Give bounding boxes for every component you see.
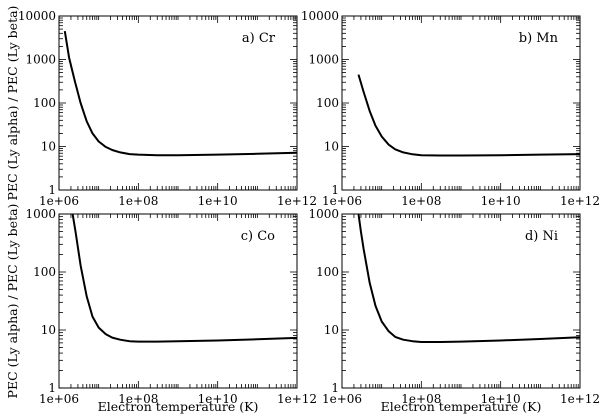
x-tick-label: 1e+12: [560, 392, 600, 406]
x-tick-label: 1e+06: [39, 392, 79, 406]
y-tick-label: 10: [41, 323, 56, 337]
series-line: [63, 30, 297, 157]
x-tick-label: 1e+08: [401, 194, 441, 208]
x-tick-label: 1e+12: [277, 392, 317, 406]
x-tick-label: 1e+12: [560, 194, 600, 208]
panel-2: 1e+06 1e+08 1e+10 1e+12 1 10 100 1000 10000 b) Mn: [301, 9, 600, 208]
x-tick-label: 1e+10: [198, 392, 238, 406]
panel-label: b) Mn: [519, 31, 559, 46]
x-tick-label: 1e+06: [39, 194, 79, 208]
y-tick-label: 1000: [25, 53, 56, 67]
x-tick-label: 1e+10: [481, 392, 521, 406]
panel-1: 1e+06 1e+08 1e+10 1e+12 1 10 100 1000 10000 a) Cr…: [5, 6, 317, 208]
y-tick-label: 1: [48, 381, 56, 395]
panel-label: c) Co: [241, 229, 275, 244]
x-tick-label: 1e+06: [322, 392, 362, 406]
x-tick-label: 1e+12: [277, 194, 317, 208]
x-tick-label: 1e+08: [118, 194, 158, 208]
x-tick-label: 1e+08: [401, 392, 441, 406]
y-tick-label: 10: [324, 323, 339, 337]
x-tick-label: 1e+10: [481, 194, 521, 208]
x-axis-label: Electron temperature (K): [98, 399, 259, 414]
x-tick-label: 1e+10: [198, 194, 238, 208]
series-line: [357, 214, 580, 343]
x-tick-label: 1e+08: [118, 392, 158, 406]
panel-label: d) Ni: [525, 229, 558, 244]
y-tick-label: 1: [48, 183, 56, 197]
y-tick-label: 1: [331, 381, 339, 395]
x-axis-label: Electron temperature (K): [381, 399, 542, 414]
y-axis-label: PEC (Ly alpha) / PEC (Ly beta): [5, 6, 20, 201]
y-tick-label: 1: [331, 183, 339, 197]
y-tick-label: 10: [324, 140, 339, 154]
panel-3: 1e+06 1e+08 1e+10 1e+12 1 10 100 1000 c) Co PEC (…: [5, 204, 317, 414]
y-tick-label: 100: [33, 96, 56, 110]
series-line: [357, 74, 580, 157]
y-tick-label: 100: [316, 96, 339, 110]
panel-4: 1e+06 1e+08 1e+10 1e+12 1 10 100 1000 d) Ni Elect…: [308, 207, 600, 414]
y-tick-label: 10000: [301, 9, 339, 23]
panel-label: a) Cr: [242, 31, 276, 46]
y-tick-label: 10: [41, 140, 56, 154]
y-tick-label: 1000: [25, 207, 56, 221]
y-tick-label: 10000: [18, 9, 56, 23]
y-tick-label: 1000: [308, 53, 339, 67]
y-tick-label: 1000: [308, 207, 339, 221]
y-tick-label: 100: [33, 265, 56, 279]
y-tick-label: 100: [316, 265, 339, 279]
y-axis-label: PEC (Ly alpha) / PEC (Ly beta): [5, 204, 20, 399]
x-tick-label: 1e+06: [322, 194, 362, 208]
series-line: [71, 214, 297, 343]
